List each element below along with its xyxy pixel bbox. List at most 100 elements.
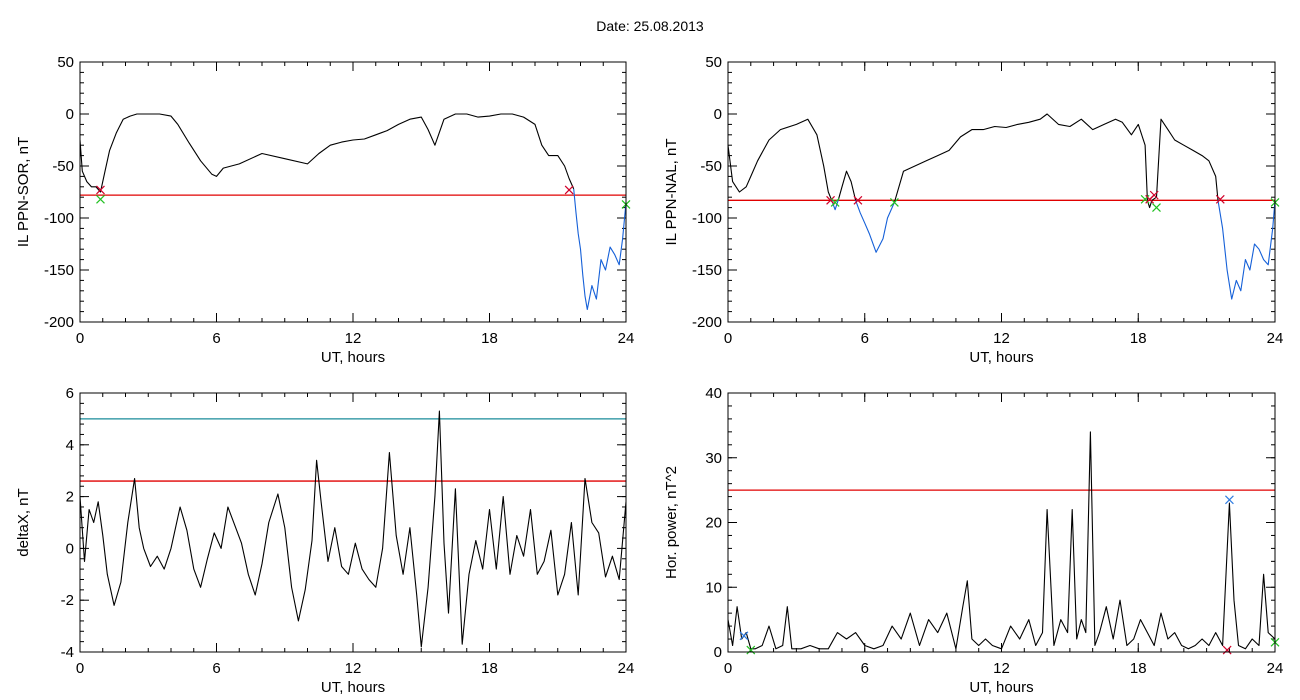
marker-stroke (1224, 495, 1234, 505)
marker-red (853, 195, 863, 205)
x-axis-label: UT, hours (321, 349, 385, 366)
x-tick-label: 18 (481, 660, 498, 677)
x-tick-label: 6 (861, 660, 869, 677)
plot-frame (727, 61, 1276, 323)
marker-red (1222, 645, 1232, 655)
marker-stroke (564, 185, 574, 195)
y-axis-label: IL PPN-SOR, nT (15, 137, 32, 247)
x-tick-label: 6 (212, 330, 220, 347)
series-line (1151, 118, 1219, 201)
series-line-highlight (855, 200, 895, 253)
series-line (728, 431, 1275, 650)
y-tick-label: -200 (44, 314, 74, 331)
marker-stroke (96, 194, 105, 204)
x-tick-label: 6 (861, 330, 869, 347)
marker-red (564, 185, 574, 195)
x-tick-label: 18 (481, 330, 498, 347)
y-tick-label: 2 (66, 489, 74, 506)
y-tick-label: 6 (66, 385, 74, 402)
series-line (80, 113, 575, 193)
x-tick-label: 6 (212, 660, 220, 677)
marker-stroke (889, 197, 899, 207)
x-tick-label: 18 (1130, 660, 1147, 677)
marker-blue (739, 631, 749, 641)
plot-frame (79, 392, 627, 653)
marker-red (1149, 190, 1159, 200)
y-tick-label: 0 (66, 106, 74, 123)
y-tick-label: -100 (44, 210, 74, 227)
marker-stroke (96, 185, 105, 195)
y-tick-label: -4 (61, 644, 74, 661)
marker-stroke (1152, 203, 1161, 213)
marker-stroke (1149, 190, 1159, 200)
x-tick-label: 24 (1267, 660, 1284, 677)
series-line-highlight (1217, 200, 1275, 300)
marker-stroke (853, 195, 863, 205)
x-axis-label: UT, hours (969, 679, 1033, 696)
plot-frame (79, 61, 627, 323)
series-line-highlight (573, 188, 626, 311)
series-line (80, 410, 626, 648)
x-tick-label: 24 (618, 660, 635, 677)
x-tick-label: 12 (993, 330, 1010, 347)
marker-stroke (1222, 645, 1232, 655)
y-tick-label: 0 (714, 644, 722, 661)
y-tick-label: -200 (692, 314, 722, 331)
y-axis-label: Hor. power, nT^2 (663, 466, 680, 579)
series-line (893, 113, 1148, 203)
x-tick-label: 24 (1267, 330, 1284, 347)
marker-green (830, 197, 840, 207)
marker-stroke (739, 631, 749, 641)
y-tick-label: 50 (705, 54, 722, 71)
x-tick-label: 12 (993, 660, 1010, 677)
y-axis-label: IL PPN-NAL, nT (663, 139, 680, 246)
y-tick-label: 4 (66, 437, 74, 454)
y-tick-label: 30 (705, 450, 722, 467)
marker-stroke (830, 197, 840, 207)
marker-stroke (1215, 194, 1225, 204)
series-line (728, 118, 833, 201)
plot-area (80, 113, 626, 311)
x-axis-label: UT, hours (969, 349, 1033, 366)
y-tick-label: 20 (705, 515, 722, 532)
series-line (837, 170, 857, 201)
x-tick-label: 18 (1130, 330, 1147, 347)
y-tick-label: -150 (44, 262, 74, 279)
y-tick-label: -150 (692, 262, 722, 279)
chart-panel-1: 0 6 12 18 24 -200 -150 -100 -50 0 50 UT, hours IL PP… (15, 54, 634, 366)
marker-green (1152, 203, 1161, 213)
chart-panel-2: 0 6 12 18 24 -200 -150 -100 -50 0 50 UT, hours IL PP… (663, 54, 1283, 366)
x-tick-label: 0 (76, 330, 84, 347)
x-tick-label: 12 (345, 330, 362, 347)
marker-red (1215, 194, 1225, 204)
y-tick-label: 0 (714, 106, 722, 123)
plot-area (728, 431, 1275, 650)
x-tick-label: 0 (724, 660, 732, 677)
y-axis-label: deltaX, nT (15, 488, 32, 556)
marker-red (826, 195, 835, 205)
x-tick-label: 24 (618, 330, 635, 347)
y-tick-label: 40 (705, 385, 722, 402)
plot-area (728, 113, 1275, 300)
x-axis-label: UT, hours (321, 679, 385, 696)
x-tick-label: 12 (345, 660, 362, 677)
y-tick-label: -50 (700, 158, 722, 175)
marker-red (96, 185, 105, 195)
y-tick-label: 50 (57, 54, 74, 71)
marker-blue (1224, 495, 1234, 505)
x-tick-label: 0 (76, 660, 84, 677)
chart-panel-4: 0 6 12 18 24 0 10 20 30 40 UT, hours Hor. power, nT… (663, 385, 1283, 696)
y-tick-label: -50 (52, 158, 74, 175)
marker-green (746, 645, 756, 655)
y-tick-label: 10 (705, 579, 722, 596)
y-tick-label: 0 (66, 540, 74, 557)
marker-stroke (826, 195, 835, 205)
y-tick-label: -100 (692, 210, 722, 227)
page-title: Date: 25.08.2013 (596, 18, 704, 34)
y-tick-label: -2 (61, 592, 74, 609)
marker-stroke (746, 645, 756, 655)
plot-area (80, 410, 626, 648)
x-tick-label: 0 (724, 330, 732, 347)
